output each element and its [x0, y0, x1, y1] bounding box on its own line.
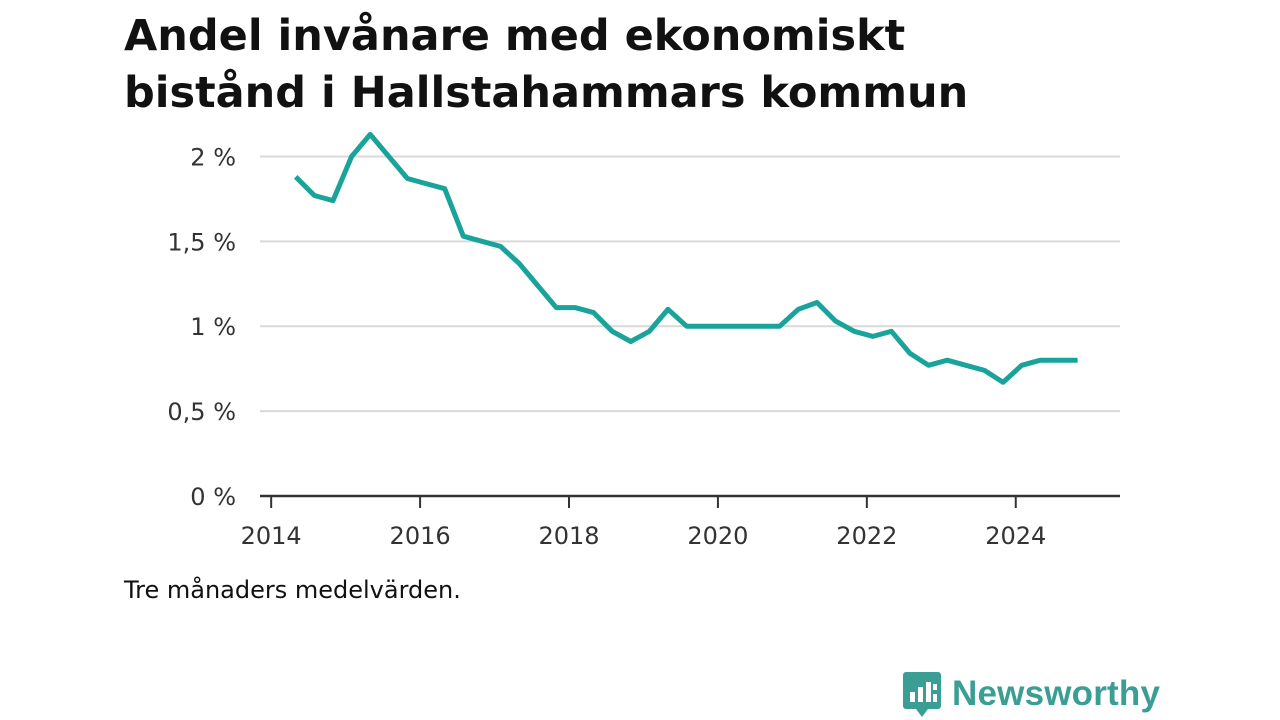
- y-tick-label: 0,5 %: [167, 398, 236, 426]
- y-tick-label: 1,5 %: [167, 228, 236, 256]
- x-tick-label: 2020: [687, 522, 748, 550]
- x-tick-label: 2018: [538, 522, 599, 550]
- x-tick-label: 2024: [985, 522, 1046, 550]
- bar-chart-speech-bubble-icon: [903, 672, 941, 717]
- chart-title-line-2: bistånd i Hallstahammars kommun: [124, 68, 969, 118]
- brand-name: Newsworthy: [952, 674, 1161, 713]
- chart-title: Andel invånare med ekonomiskt bistånd i …: [124, 8, 1184, 122]
- x-tick-label: 2022: [836, 522, 897, 550]
- y-tick-label: 2 %: [190, 143, 236, 171]
- y-tick-label: 0 %: [190, 483, 236, 511]
- chart-note: Tre månaders medelvärden.: [124, 576, 461, 604]
- series-line: [293, 131, 1078, 385]
- y-tick-label: 1 %: [190, 313, 236, 341]
- chart-title-line-1: Andel invånare med ekonomiskt: [124, 11, 906, 61]
- x-tick-label: 2016: [390, 522, 451, 550]
- x-tick-label: 2014: [241, 522, 302, 550]
- brand-logo: Newsworthy: [902, 670, 1160, 718]
